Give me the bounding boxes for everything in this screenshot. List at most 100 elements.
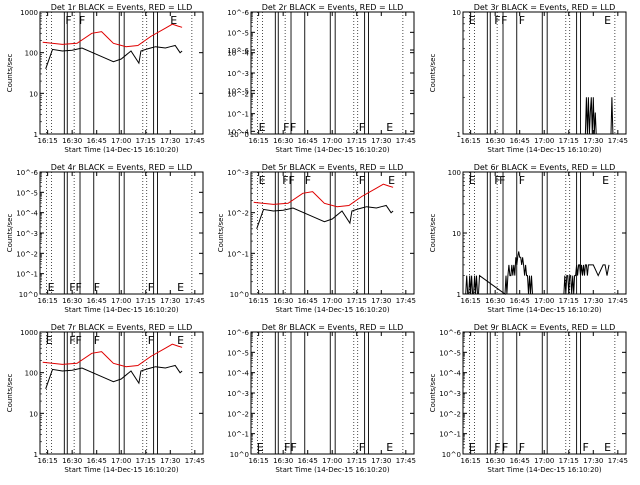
x-tick-label: 16:15 [249,137,269,145]
event-marker-label: E [386,121,393,134]
y-tick-label: 10^-5 [227,349,249,357]
x-tick-label: 16:30 [273,297,293,305]
y-tick-label: 1 [457,291,461,299]
y-tick-label: 1 [34,131,38,139]
y-tick-label: 10 [29,410,38,418]
x-axis-label: Start Time (14-Dec-15 16:10:20) [487,466,601,474]
chart-panel: Det 6r BLACK = Events, RED = LLD 1 10 100 16… [429,163,628,314]
event-marker-label: F [283,121,289,134]
x-tick-label: 17:30 [371,457,391,465]
y-tick-label: 10^-4 [16,210,38,218]
y-tick-label: 10^-3 [227,169,249,177]
x-tick-label: 17:45 [608,457,628,465]
event-marker-label: F [519,174,525,187]
x-tick-label: 16:15 [461,297,481,305]
x-tick-label: 16:45 [510,297,530,305]
y-axis-label: Counts/sec [429,214,437,253]
x-tick-label: 17:30 [160,457,180,465]
x-tick-label: 16:30 [485,137,505,145]
event-marker-label: E [259,174,266,187]
event-marker-label: F [148,281,154,294]
x-tick-label: 16:15 [38,457,58,465]
x-tick-label: 16:45 [87,137,107,145]
x-tick-label: 17:45 [396,137,416,145]
y-tick-label: 10^0 [442,451,461,459]
event-marker-label: E [257,441,264,454]
chart-panel: Det 9r BLACK = Events, RED = LLD 10^0 10^-… [429,323,628,474]
x-tick-label: 17:00 [534,457,554,465]
event-marker-label: E [259,121,266,134]
y-tick-label: 10^-2 [16,250,38,258]
event-marker-label: F [65,14,71,27]
x-tick-label: 17:45 [396,297,416,305]
x-tick-label: 16:15 [249,457,269,465]
x-tick-label: 16:45 [510,137,530,145]
event-marker-label: F [94,334,100,347]
y-tick-label: 10^-4 [227,370,249,378]
x-tick-label: 16:15 [461,457,481,465]
y-tick-label: 10^-2 [227,90,249,98]
y-tick-label: 10^-2 [227,210,249,218]
y-axis-label: Counts/sec [6,374,14,413]
chart-panel: Det 7r BLACK = Events, RED = LLD 1 10 100 10… [6,323,205,474]
lld-series-line [253,183,394,208]
x-tick-label: 17:45 [396,457,416,465]
x-tick-label: 17:00 [111,297,131,305]
y-tick-label: 100 [25,370,38,378]
event-marker-label: F [502,441,508,454]
event-marker-label: F [519,441,525,454]
x-tick-label: 16:30 [62,457,82,465]
events-series-line [45,44,183,69]
x-tick-label: 16:30 [273,457,293,465]
x-tick-label: 16:15 [38,137,58,145]
y-tick-label: 10^0 [230,451,249,459]
x-tick-label: 17:30 [160,297,180,305]
x-axis-label: Start Time (14-Dec-15 16:10:20) [275,466,389,474]
x-tick-label: 17:15 [136,137,156,145]
y-tick-label: 10^-1 [16,271,38,279]
event-marker-label: E [48,281,55,294]
x-tick-label: 17:30 [160,137,180,145]
events-series-line [45,364,183,389]
event-marker-label: F [519,14,525,27]
chart-title: Det 5r BLACK = Events, RED = LLD [262,163,404,172]
chart-panel: Det 8r BLACK = Events, RED = LLD 10^0 10^-… [227,323,416,474]
y-axis-label: Counts/sec [429,54,437,93]
y-tick-label: 10^-1 [227,250,249,258]
y-tick-label: 10^-2 [227,410,249,418]
x-tick-label: 16:30 [273,137,293,145]
chart-title: Det 4r BLACK = Events, RED = LLD [51,163,193,172]
y-tick-label: 10^0 [230,131,249,139]
event-marker-label: E [602,174,609,187]
y-tick-label: 10 [29,90,38,98]
event-marker-label: F [305,174,311,187]
y-axis-label: Counts/sec [6,214,14,253]
chart-title: Det 7r BLACK = Events, RED = LLD [51,323,193,332]
x-tick-label: 16:15 [38,297,58,305]
event-marker-label: E [604,441,611,454]
y-tick-label: 1 [457,131,461,139]
event-marker-label: FF [284,441,297,454]
y-axis-label: Counts/sec [429,374,437,413]
y-tick-label: 1 [34,451,38,459]
x-axis-label: Start Time (14-Dec-15 16:10:20) [275,306,389,314]
x-tick-label: 17:15 [347,137,367,145]
chart-panel: Det 3r BLACK = Events, RED = LLD 1 10 16:15… [429,3,628,154]
y-tick-label: 10^0 [230,291,249,299]
event-marker-label: E [388,174,395,187]
x-tick-label: 16:30 [485,457,505,465]
x-axis-label: Start Time (14-Dec-15 16:10:20) [64,466,178,474]
y-tick-label: 10^-4 [439,370,461,378]
y-tick-label: 10^-6 [439,329,461,337]
x-tick-label: 17:30 [371,137,391,145]
x-tick-label: 17:15 [347,297,367,305]
event-marker-label: E [469,174,476,187]
y-tick-label: 10^-1 [227,111,249,119]
x-tick-label: 17:15 [559,457,579,465]
x-tick-label: 17:00 [111,137,131,145]
event-marker-label: F [494,14,500,27]
y-axis-label: Counts/sec [217,214,225,253]
chart-panel: Det 5r BLACK = Events, RED = LLD 10^0 10^-… [217,47,416,314]
